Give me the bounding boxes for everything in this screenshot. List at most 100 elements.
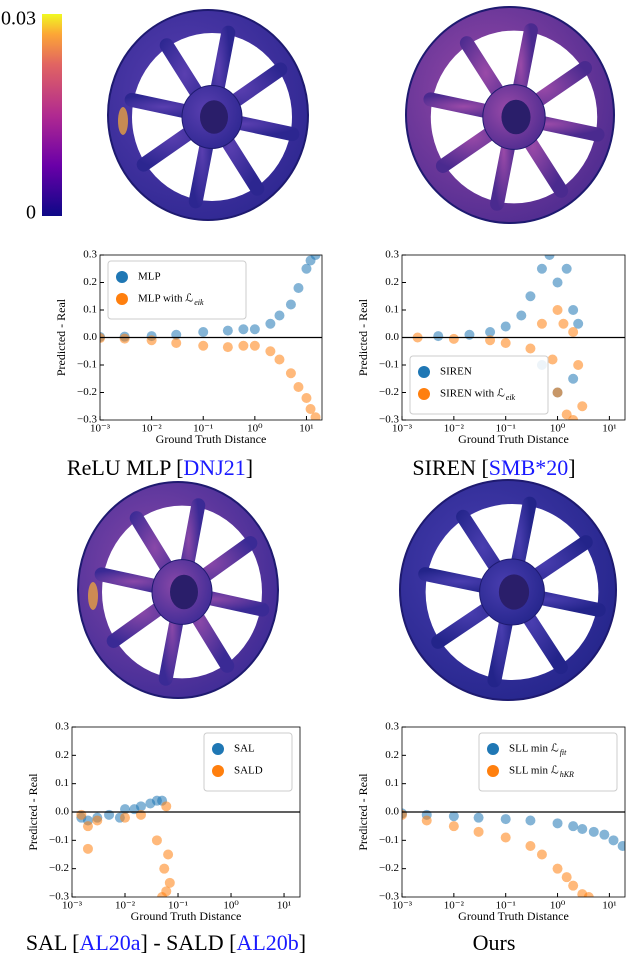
point (525, 343, 536, 354)
wheel-hole (501, 99, 531, 135)
point (552, 818, 563, 829)
citation-link[interactable]: AL20b (236, 930, 298, 955)
y-axis-label: Predicted - Real (26, 773, 40, 851)
point (76, 809, 87, 820)
point (577, 401, 588, 412)
y-tick-label: −0.1 (379, 834, 399, 846)
point (146, 335, 157, 346)
point (599, 829, 610, 840)
point (305, 404, 316, 414)
y-axis-label: Predicted - Real (356, 298, 370, 376)
x-tick-label: 10⁻¹ (168, 900, 188, 912)
y-tick-label: 0.0 (385, 806, 399, 818)
y-tick-label: −0.3 (379, 891, 399, 903)
x-axis-label: Ground Truth Distance (458, 432, 569, 446)
legend-label: SIREN with ℒ (440, 388, 505, 400)
point (500, 338, 511, 348)
y-tick-label: 0.3 (55, 721, 69, 733)
point (536, 318, 547, 329)
y-tick-label: −0.2 (379, 862, 399, 874)
point (238, 340, 249, 351)
point (249, 340, 260, 351)
x-tick-label: 10¹ (602, 423, 616, 435)
colorbar-min: 0 (26, 202, 36, 224)
point (163, 849, 174, 860)
point (552, 387, 563, 398)
point (516, 310, 527, 321)
caption-text: Ours (473, 930, 516, 955)
citation-link[interactable]: AL20a (79, 930, 140, 955)
y-tick-label: −0.1 (379, 359, 399, 371)
point (82, 821, 93, 832)
point (293, 283, 304, 293)
caption-text: ] (299, 930, 306, 955)
y-tick-label: −0.3 (77, 414, 97, 426)
point (274, 354, 285, 365)
caption-text: ] (568, 455, 575, 480)
point (552, 305, 563, 315)
point (120, 812, 131, 823)
x-tick-label: 10⁻² (444, 900, 465, 912)
legend-marker (116, 293, 128, 305)
point (433, 331, 444, 342)
legend-label: SLL min ℒ (509, 743, 559, 755)
point (238, 324, 249, 335)
point (473, 826, 484, 837)
legend-box (478, 732, 618, 792)
point (448, 821, 459, 832)
caption: SIREN [SMB*20] (412, 455, 575, 480)
caption-text: SIREN [ (412, 455, 488, 480)
point (568, 415, 579, 420)
x-tick-label: 10⁰ (550, 423, 566, 435)
point (171, 338, 182, 348)
point (265, 318, 276, 329)
x-tick-label: 10⁰ (550, 900, 566, 912)
x-tick-label: 10⁻¹ (496, 423, 516, 435)
legend-marker (418, 388, 430, 400)
y-tick-label: −0.1 (49, 834, 69, 846)
point (577, 824, 588, 834)
legend-marker (212, 765, 224, 777)
plot-area (412, 255, 588, 420)
x-tick-label: 10⁻³ (62, 900, 83, 912)
y-axis-label: Predicted - Real (54, 298, 68, 376)
y-tick-label: −0.2 (379, 386, 399, 398)
legend-marker (418, 366, 430, 378)
y-tick-label: 0.3 (385, 721, 399, 733)
point (525, 291, 536, 302)
point (448, 811, 459, 822)
point (583, 892, 594, 897)
point (285, 299, 296, 310)
point (222, 325, 233, 336)
point (159, 863, 170, 874)
citation-link[interactable]: DNJ21 (183, 455, 245, 480)
point (552, 277, 563, 288)
legend-label: SIREN (440, 366, 472, 378)
point (293, 382, 304, 392)
caption-text: ReLU MLP [ (67, 455, 184, 480)
y-tick-label: −0.2 (77, 386, 97, 398)
legend-label: MLP with ℒ (138, 293, 193, 305)
x-tick-label: 10⁻¹ (496, 900, 516, 912)
point (568, 327, 579, 337)
legend-marker (116, 271, 128, 283)
y-tick-label: 0.2 (83, 276, 97, 288)
y-axis-label: Predicted - Real (356, 773, 370, 851)
y-tick-label: 0.1 (83, 304, 97, 316)
x-tick-label: 10⁻² (444, 423, 465, 435)
y-tick-label: −0.2 (49, 862, 69, 874)
point (310, 255, 321, 260)
point (464, 329, 475, 340)
x-tick-label: 10⁻³ (90, 423, 111, 435)
point (485, 327, 496, 337)
point (265, 346, 276, 357)
legend-label: MLP (138, 271, 161, 283)
point (500, 321, 511, 332)
point (135, 809, 146, 820)
x-tick-label: 10⁻³ (392, 423, 413, 435)
citation-link[interactable]: SMB*20 (489, 455, 568, 480)
point (222, 342, 233, 353)
point (500, 814, 511, 825)
legend-subscript: hKR (560, 770, 574, 779)
